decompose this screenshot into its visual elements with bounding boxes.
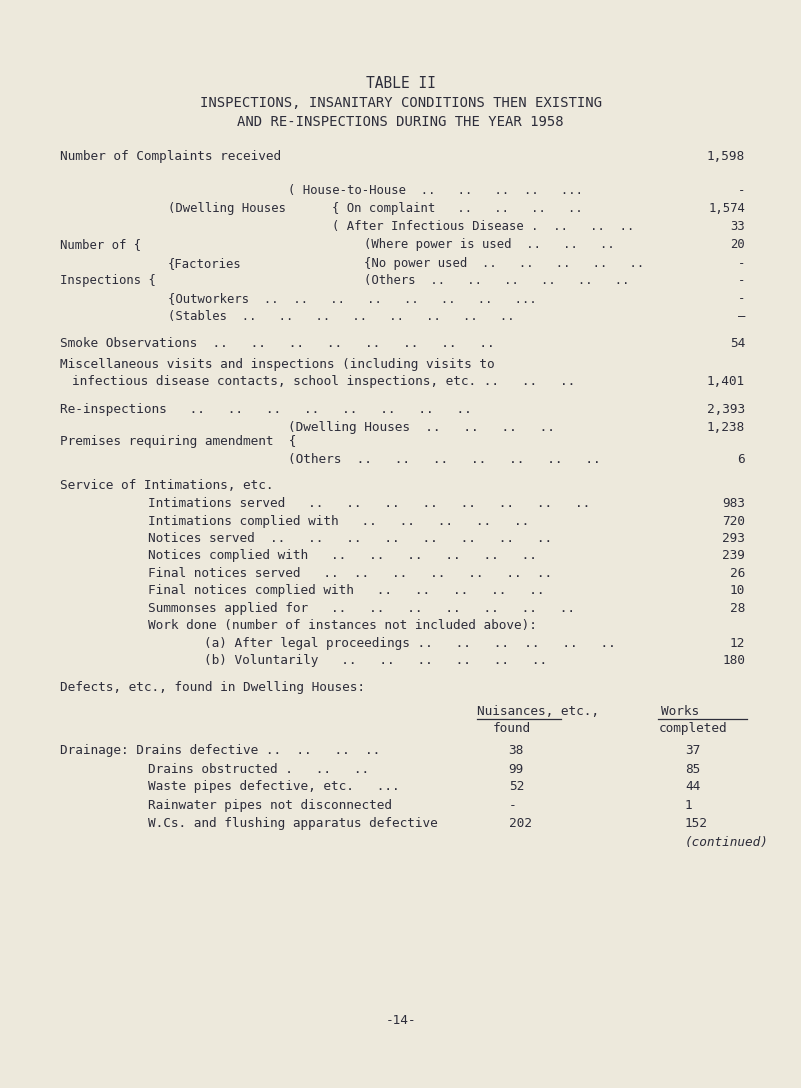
Text: INSPECTIONS, INSANITARY CONDITIONS THEN EXISTING: INSPECTIONS, INSANITARY CONDITIONS THEN … <box>199 97 602 110</box>
Text: {No power used  ..   ..   ..   ..   ..: {No power used .. .. .. .. .. <box>364 257 645 270</box>
Text: Drains obstructed .   ..   ..: Drains obstructed . .. .. <box>148 763 369 776</box>
Text: (Where power is used  ..   ..   ..: (Where power is used .. .. .. <box>364 238 615 251</box>
Text: {Factories: {Factories <box>168 257 242 270</box>
Text: (b) Voluntarily   ..   ..   ..   ..   ..   ..: (b) Voluntarily .. .. .. .. .. .. <box>204 654 547 667</box>
Text: -: - <box>738 292 745 305</box>
Text: (Others  ..   ..   ..   ..   ..   ..   ..: (Others .. .. .. .. .. .. .. <box>288 453 601 466</box>
Text: Summonses applied for   ..   ..   ..   ..   ..   ..   ..: Summonses applied for .. .. .. .. .. .. … <box>148 602 575 615</box>
Text: 1,238: 1,238 <box>706 421 745 434</box>
Text: (a) After legal proceedings ..   ..   ..  ..   ..   ..: (a) After legal proceedings .. .. .. .. … <box>204 636 616 650</box>
Text: 54: 54 <box>730 337 745 350</box>
Text: 20: 20 <box>731 238 745 251</box>
Text: 37: 37 <box>685 744 700 757</box>
Text: 293: 293 <box>722 532 745 545</box>
Text: AND RE-INSPECTIONS DURING THE YEAR 1958: AND RE-INSPECTIONS DURING THE YEAR 1958 <box>237 115 564 128</box>
Text: 2,393: 2,393 <box>706 403 745 416</box>
Text: Re-inspections   ..   ..   ..   ..   ..   ..   ..   ..: Re-inspections .. .. .. .. .. .. .. .. <box>60 403 472 416</box>
Text: 33: 33 <box>731 220 745 233</box>
Text: ( After Infectious Disease .  ..   ..  ..: ( After Infectious Disease . .. .. .. <box>332 220 634 233</box>
Text: Premises requiring amendment  {: Premises requiring amendment { <box>60 435 296 448</box>
Text: Service of Intimations, etc.: Service of Intimations, etc. <box>60 479 274 492</box>
Text: (Stables  ..   ..   ..   ..   ..   ..   ..   ..: (Stables .. .. .. .. .. .. .. .. <box>168 310 515 323</box>
Text: 52: 52 <box>509 780 524 793</box>
Text: 38: 38 <box>509 744 524 757</box>
Text: Intimations served   ..   ..   ..   ..   ..   ..   ..   ..: Intimations served .. .. .. .. .. .. .. … <box>148 497 590 510</box>
Text: Intimations complied with   ..   ..   ..   ..   ..: Intimations complied with .. .. .. .. .. <box>148 515 529 528</box>
Text: -: - <box>738 274 745 287</box>
Text: 1,401: 1,401 <box>706 375 745 388</box>
Text: 26: 26 <box>730 567 745 580</box>
Text: Work done (number of instances not included above):: Work done (number of instances not inclu… <box>148 619 537 632</box>
Text: 6: 6 <box>737 453 745 466</box>
Text: TABLE II: TABLE II <box>365 76 436 91</box>
Text: 10: 10 <box>730 584 745 597</box>
Text: 85: 85 <box>685 763 700 776</box>
Text: Final notices served   ..  ..   ..   ..   ..   ..  ..: Final notices served .. .. .. .. .. .. .… <box>148 567 553 580</box>
Text: completed: completed <box>659 722 728 735</box>
Text: Notices complied with   ..   ..   ..   ..   ..   ..: Notices complied with .. .. .. .. .. .. <box>148 549 537 562</box>
Text: 239: 239 <box>722 549 745 562</box>
Text: 44: 44 <box>685 780 700 793</box>
Text: Nuisances, etc.,: Nuisances, etc., <box>477 705 598 718</box>
Text: 1,574: 1,574 <box>708 202 745 215</box>
Text: {Outworkers  ..  ..   ..   ..   ..   ..   ..   ...: {Outworkers .. .. .. .. .. .. .. ... <box>168 292 537 305</box>
Text: 202: 202 <box>509 817 532 830</box>
Text: Number of {: Number of { <box>60 238 141 251</box>
Text: -: - <box>738 184 745 197</box>
Text: 983: 983 <box>722 497 745 510</box>
Text: 28: 28 <box>730 602 745 615</box>
Text: -14-: -14- <box>385 1014 416 1027</box>
Text: 1,598: 1,598 <box>706 150 745 163</box>
Text: Number of Complaints received: Number of Complaints received <box>60 150 281 163</box>
Text: Waste pipes defective, etc.   ...: Waste pipes defective, etc. ... <box>148 780 400 793</box>
Text: found: found <box>493 722 531 735</box>
Text: Notices served  ..   ..   ..   ..   ..   ..   ..   ..: Notices served .. .. .. .. .. .. .. .. <box>148 532 553 545</box>
Text: 180: 180 <box>722 654 745 667</box>
Text: infectious disease contacts, school inspections, etc. ..   ..   ..: infectious disease contacts, school insp… <box>72 375 575 388</box>
Text: Drainage: Drains defective ..  ..   ..  ..: Drainage: Drains defective .. .. .. .. <box>60 744 380 757</box>
Text: ( House-to-House  ..   ..   ..  ..   ...: ( House-to-House .. .. .. .. ... <box>288 184 583 197</box>
Text: 152: 152 <box>685 817 708 830</box>
Text: { On complaint   ..   ..   ..   ..: { On complaint .. .. .. .. <box>332 202 583 215</box>
Text: (Others  ..   ..   ..   ..   ..   ..: (Others .. .. .. .. .. .. <box>364 274 630 287</box>
Text: Smoke Observations  ..   ..   ..   ..   ..   ..   ..   ..: Smoke Observations .. .. .. .. .. .. .. … <box>60 337 495 350</box>
Text: Final notices complied with   ..   ..   ..   ..   ..: Final notices complied with .. .. .. .. … <box>148 584 545 597</box>
Text: Miscellaneous visits and inspections (including visits to: Miscellaneous visits and inspections (in… <box>60 358 495 371</box>
Text: (continued): (continued) <box>685 836 769 849</box>
Text: W.Cs. and flushing apparatus defective: W.Cs. and flushing apparatus defective <box>148 817 438 830</box>
Text: -: - <box>738 257 745 270</box>
Text: —: — <box>738 310 745 323</box>
Text: Inspections {: Inspections { <box>60 274 156 287</box>
Text: 720: 720 <box>722 515 745 528</box>
Text: 1: 1 <box>685 799 693 812</box>
Text: Rainwater pipes not disconnected: Rainwater pipes not disconnected <box>148 799 392 812</box>
Text: Works: Works <box>661 705 699 718</box>
Text: -: - <box>509 799 517 812</box>
Text: (Dwelling Houses: (Dwelling Houses <box>168 202 286 215</box>
Text: 12: 12 <box>730 636 745 650</box>
Text: 99: 99 <box>509 763 524 776</box>
Text: (Dwelling Houses  ..   ..   ..   ..: (Dwelling Houses .. .. .. .. <box>288 421 555 434</box>
Text: Defects, etc., found in Dwelling Houses:: Defects, etc., found in Dwelling Houses: <box>60 681 365 694</box>
